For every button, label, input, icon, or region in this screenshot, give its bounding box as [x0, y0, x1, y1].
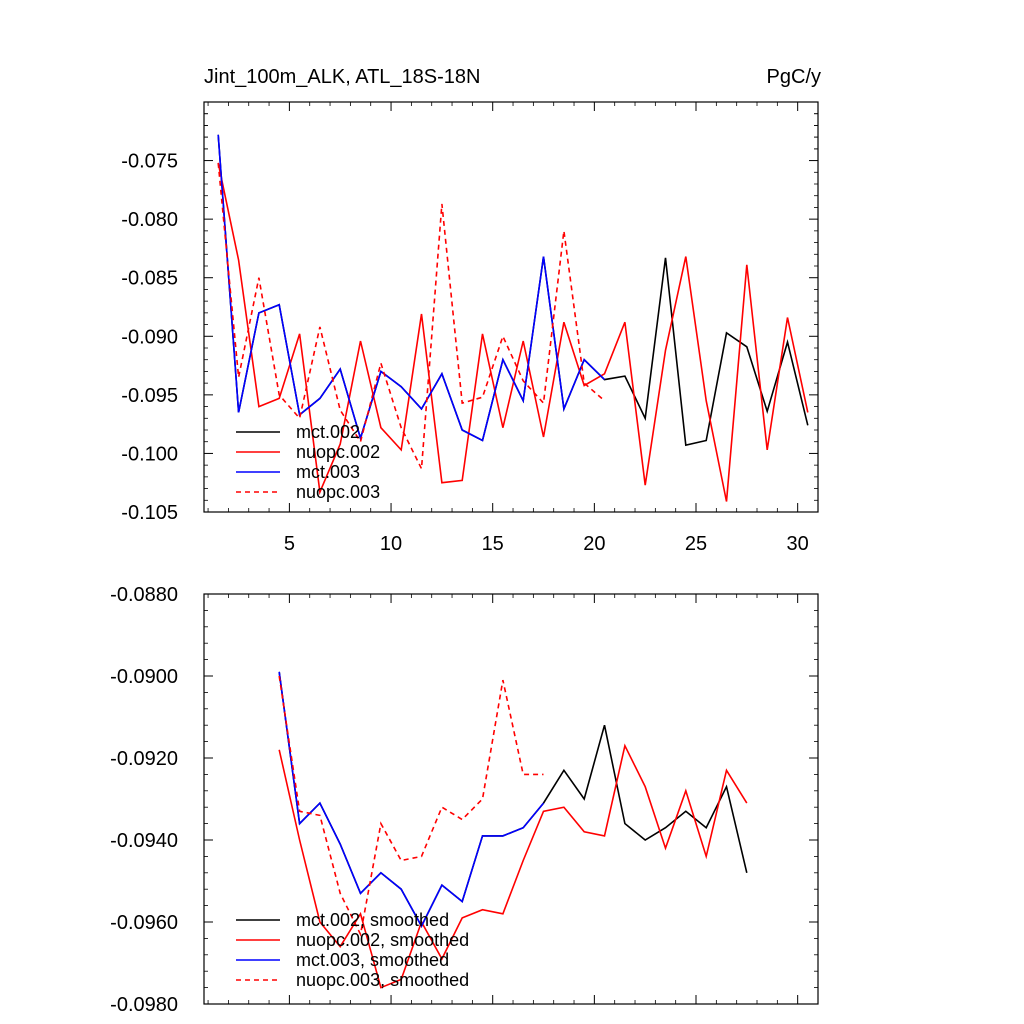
top-legend-label: mct.002 [296, 422, 360, 442]
top-ytick-label: -0.105 [121, 502, 178, 524]
bottom-ytick-label: -0.0980 [110, 994, 178, 1016]
top-xtick-label: 10 [380, 533, 402, 555]
bottom-plot-frame [203, 593, 819, 1005]
bottom-ytick-label: -0.0880 [110, 584, 178, 606]
bottom-ticks: -0.0980 -0.0960 -0.0940 -0.0920 -0.0900 -0.08… [110, 584, 819, 1016]
bottom-series-mct-003-smoothed [278, 671, 545, 928]
bottom-ytick-label: -0.0900 [110, 666, 178, 688]
top-xtick-label: 15 [482, 533, 504, 555]
bottom-legend-label: mct.002, smoothed [296, 910, 449, 930]
top-xtick-label: 25 [685, 533, 707, 555]
top-series-nuopc-003 [217, 162, 606, 472]
top-ytick-label: -0.095 [121, 385, 178, 407]
top-ytick-label: -0.100 [121, 443, 178, 465]
bottom-panel: -0.0980 -0.0960 -0.0940 -0.0920 -0.0900 -0.08… [110, 584, 819, 1016]
top-series-mct-002 [217, 134, 809, 447]
top-chart-units: PgC/y [767, 66, 821, 88]
top-chart-title: Jint_100m_ALK, ATL_18S-18N [204, 66, 480, 88]
top-series-nuopc-002 [217, 162, 809, 502]
top-series-mct-003 [217, 134, 606, 442]
top-xtick-label: 30 [787, 533, 809, 555]
top-series-group [217, 134, 809, 502]
top-ytick-label: -0.080 [121, 209, 178, 231]
bottom-series-nuopc-002-smoothed [278, 743, 748, 989]
top-legend-label: nuopc.003 [296, 482, 380, 502]
top-panel: Jint_100m_ALK, ATL_18S-18N PgC/y 5 10 15 20… [121, 66, 821, 555]
top-xtick-label: 20 [583, 533, 605, 555]
top-ticks: 5 10 15 20 25 30 -0.105 -0.100 -0.095 -0.090 -0.08… [121, 102, 819, 555]
bottom-ytick-label: -0.0960 [110, 912, 178, 934]
top-ytick-label: -0.085 [121, 268, 178, 290]
bottom-ytick-label: -0.0940 [110, 830, 178, 852]
top-xtick-label: 5 [284, 533, 295, 555]
bottom-series-group [278, 671, 748, 989]
top-ytick-label: -0.075 [121, 151, 178, 173]
bottom-legend-label: nuopc.002, smoothed [296, 930, 469, 950]
top-ytick-label: -0.090 [121, 326, 178, 348]
top-legend-label: mct.003 [296, 462, 360, 482]
bottom-legend-label: mct.003, smoothed [296, 950, 449, 970]
top-plot-frame [203, 101, 819, 513]
top-legend-label: nuopc.002 [296, 442, 380, 462]
bottom-legend-label: nuopc.003, smoothed [296, 970, 469, 990]
bottom-ytick-label: -0.0920 [110, 748, 178, 770]
